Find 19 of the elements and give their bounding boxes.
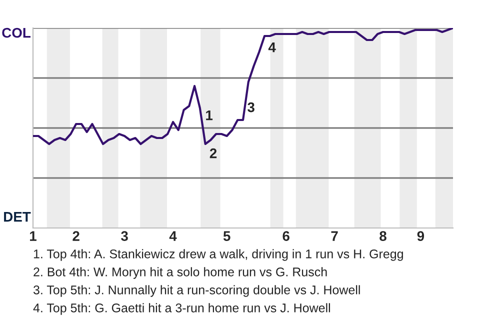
text: 2. Bot 4th: W. Moryn hit a solo home run vs G. Rusch — [34, 267, 327, 279]
x-tick-label: 2 — [72, 231, 80, 241]
text: 3. Top 5th: J. Nunnally hit a run-scoring double vs J. Howell — [33, 285, 360, 297]
x-tick-label: 3 — [120, 231, 128, 241]
x-tick-label: 6 — [282, 231, 290, 241]
annotation: 4 — [268, 42, 276, 52]
x-tick-label: 7 — [331, 231, 338, 241]
x-tick-label: 9 — [417, 231, 424, 241]
text: 1. Top 4th: A. Stankiewicz drew a walk, driving in 1 run vs H. Gregg — [34, 249, 403, 261]
x-tick-label: 1 — [30, 231, 36, 241]
annotation: 3 — [248, 102, 254, 112]
x-tick-label: 4 — [169, 231, 177, 241]
annotation: 2 — [210, 148, 217, 158]
text: COL — [2, 28, 30, 38]
text: 4. Top 5th: G. Gaetti hit a 3-run home run vs J. Howell — [33, 303, 330, 315]
annotation: 1 — [206, 110, 213, 120]
x-tick-label: 8 — [380, 231, 386, 241]
x-tick-label: 5 — [223, 231, 230, 241]
text: DET — [4, 212, 31, 222]
